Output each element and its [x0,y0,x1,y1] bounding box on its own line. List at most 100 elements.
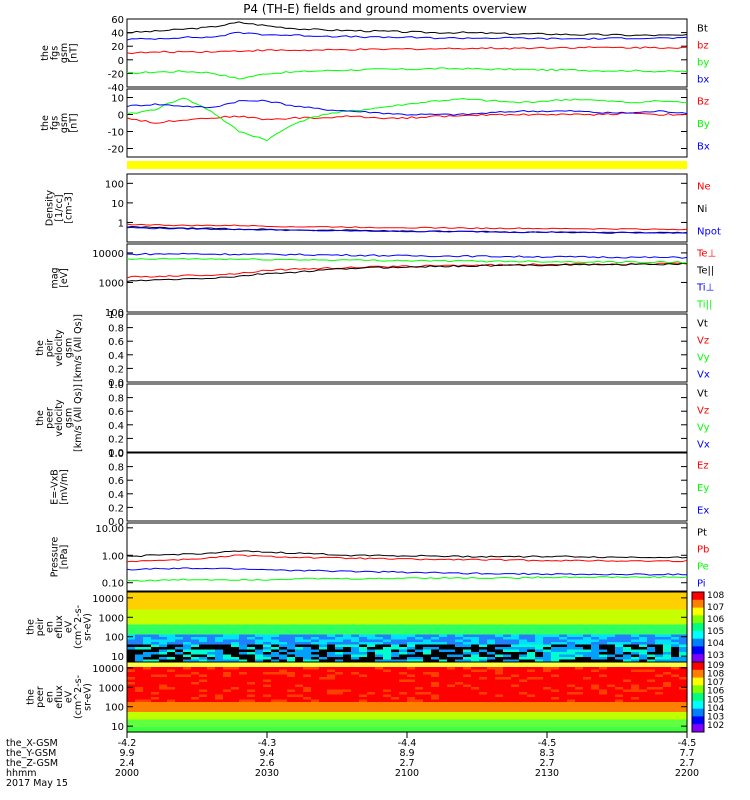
heatmap-cell [631,689,640,693]
heatmap-cell [287,604,296,608]
heatmap-cell [207,667,216,671]
heatmap-cell [175,672,184,676]
heatmap-cell [359,647,368,651]
heatmap-cell [495,724,504,728]
heatmap-cell [399,727,408,731]
heatmap-cell [639,594,648,598]
heatmap-cell [199,627,208,631]
heatmap-cell [631,697,640,701]
heatmap-cell [399,592,408,596]
heatmap-cell [439,694,448,698]
panel-p5: 0.00.20.40.60.81.0thepeirvelocitygsm[km/… [35,310,710,389]
heatmap-cell [383,632,392,636]
heatmap-cell [367,717,376,721]
heatmap-cell [231,664,240,668]
heatmap-cell [367,682,376,686]
heatmap-cell [663,689,672,693]
heatmap-cell [527,662,536,666]
heatmap-cell [599,704,608,708]
heatmap-cell [431,642,440,646]
heatmap-cell [295,684,304,688]
heatmap-cell [439,654,448,658]
heatmap-cell [535,704,544,708]
heatmap-cell [631,684,640,688]
heatmap-cell [407,722,416,726]
heatmap-cell [407,612,416,616]
heatmap-cell [383,629,392,633]
heatmap-cell [183,602,192,606]
legend-entry: Pt [697,528,707,539]
heatmap-cell [479,684,488,688]
heatmap-cell [367,692,376,696]
heatmap-cell [279,647,288,651]
heatmap-cell [623,639,632,643]
heatmap-cell [135,699,144,703]
heatmap-cell [527,657,536,661]
heatmap-cell [575,669,584,673]
heatmap-cell [271,669,280,673]
heatmap-cell [479,599,488,603]
heatmap-cell [447,629,456,633]
heatmap-cell [495,644,504,648]
heatmap-cell [647,649,656,653]
heatmap-cell [567,724,576,728]
heatmap-cell [471,657,480,661]
heatmap-cell [567,602,576,606]
heatmap-cell [471,727,480,731]
heatmap-cell [663,714,672,718]
heatmap-cell [391,679,400,683]
colorbar-tick-label: 106 [707,615,724,625]
heatmap-cell [575,724,584,728]
heatmap-cell [591,684,600,688]
heatmap-cell [383,677,392,681]
heatmap-cell [375,594,384,598]
heatmap-cell [199,657,208,661]
heatmap-cell [439,619,448,623]
heatmap-cell [375,714,384,718]
heatmap-cell [327,679,336,683]
heatmap-cell [535,627,544,631]
heatmap-cell [583,722,592,726]
heatmap-cell [639,697,648,701]
heatmap-cell [319,682,328,686]
heatmap-cell [343,652,352,656]
heatmap-cell [247,649,256,653]
heatmap-cell [663,702,672,706]
y-tick-label: 10 [111,94,124,105]
heatmap-cell [663,679,672,683]
heatmap-cell [343,692,352,696]
heatmap-cell [463,664,472,668]
heatmap-cell [431,632,440,636]
heatmap-cell [479,664,488,668]
heatmap-cell [215,669,224,673]
heatmap-cell [423,624,432,628]
heatmap-cell [327,699,336,703]
heatmap-cell [183,699,192,703]
heatmap-cell [407,637,416,641]
heatmap-cell [167,632,176,636]
heatmap-cell [655,679,664,683]
heatmap-cell [191,612,200,616]
heatmap-cell [319,642,328,646]
heatmap-cell [311,677,320,681]
heatmap-cell [151,592,160,596]
heatmap-cell [351,644,360,648]
heatmap-cell [671,729,680,733]
heatmap-cell [535,719,544,723]
heatmap-cell [479,699,488,703]
heatmap-cell [567,712,576,716]
heatmap-cell [527,694,536,698]
heatmap-cell [135,702,144,706]
heatmap-cell [407,622,416,626]
heatmap-cell [391,592,400,596]
heatmap-cell [143,714,152,718]
legend-entry: Vx [697,370,710,381]
heatmap-cell [447,647,456,651]
heatmap-cell [151,719,160,723]
heatmap-cell [431,717,440,721]
heatmap-cell [223,654,232,658]
heatmap-cell [271,667,280,671]
heatmap-cell [623,629,632,633]
heatmap-cell [295,599,304,603]
heatmap-cell [159,629,168,633]
